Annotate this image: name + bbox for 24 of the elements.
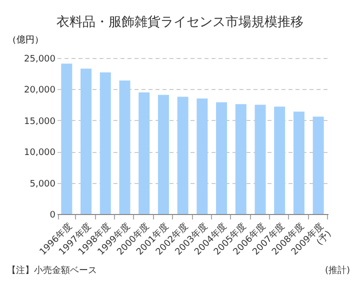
- y-tick-label: 10,000: [24, 148, 56, 158]
- bar: [80, 68, 92, 214]
- bar: [158, 94, 169, 214]
- bar: [293, 112, 304, 214]
- bar: [235, 104, 246, 214]
- bar: [216, 102, 228, 214]
- bar: [312, 116, 324, 214]
- y-tick-label: 20,000: [24, 86, 56, 96]
- bar: [177, 96, 188, 214]
- bar: [119, 80, 130, 214]
- bar: [61, 64, 72, 214]
- y-tick-label: 25,000: [24, 54, 56, 64]
- y-tick-label: 0: [50, 210, 56, 220]
- bar: [100, 72, 111, 214]
- bar: [274, 106, 286, 214]
- y-tick-label: 5,000: [30, 179, 56, 190]
- y-tick-label: 15,000: [24, 116, 56, 127]
- bar: [196, 98, 208, 214]
- chart-title: 衣料品・服飾雑貨ライセンス市場規模推移: [56, 15, 304, 30]
- text: 【注】小売金額ベース: [7, 265, 97, 276]
- text: (推計): [324, 265, 350, 276]
- bar: [138, 92, 150, 214]
- bar: [254, 104, 266, 214]
- y-axis-title: （億円）: [8, 34, 44, 46]
